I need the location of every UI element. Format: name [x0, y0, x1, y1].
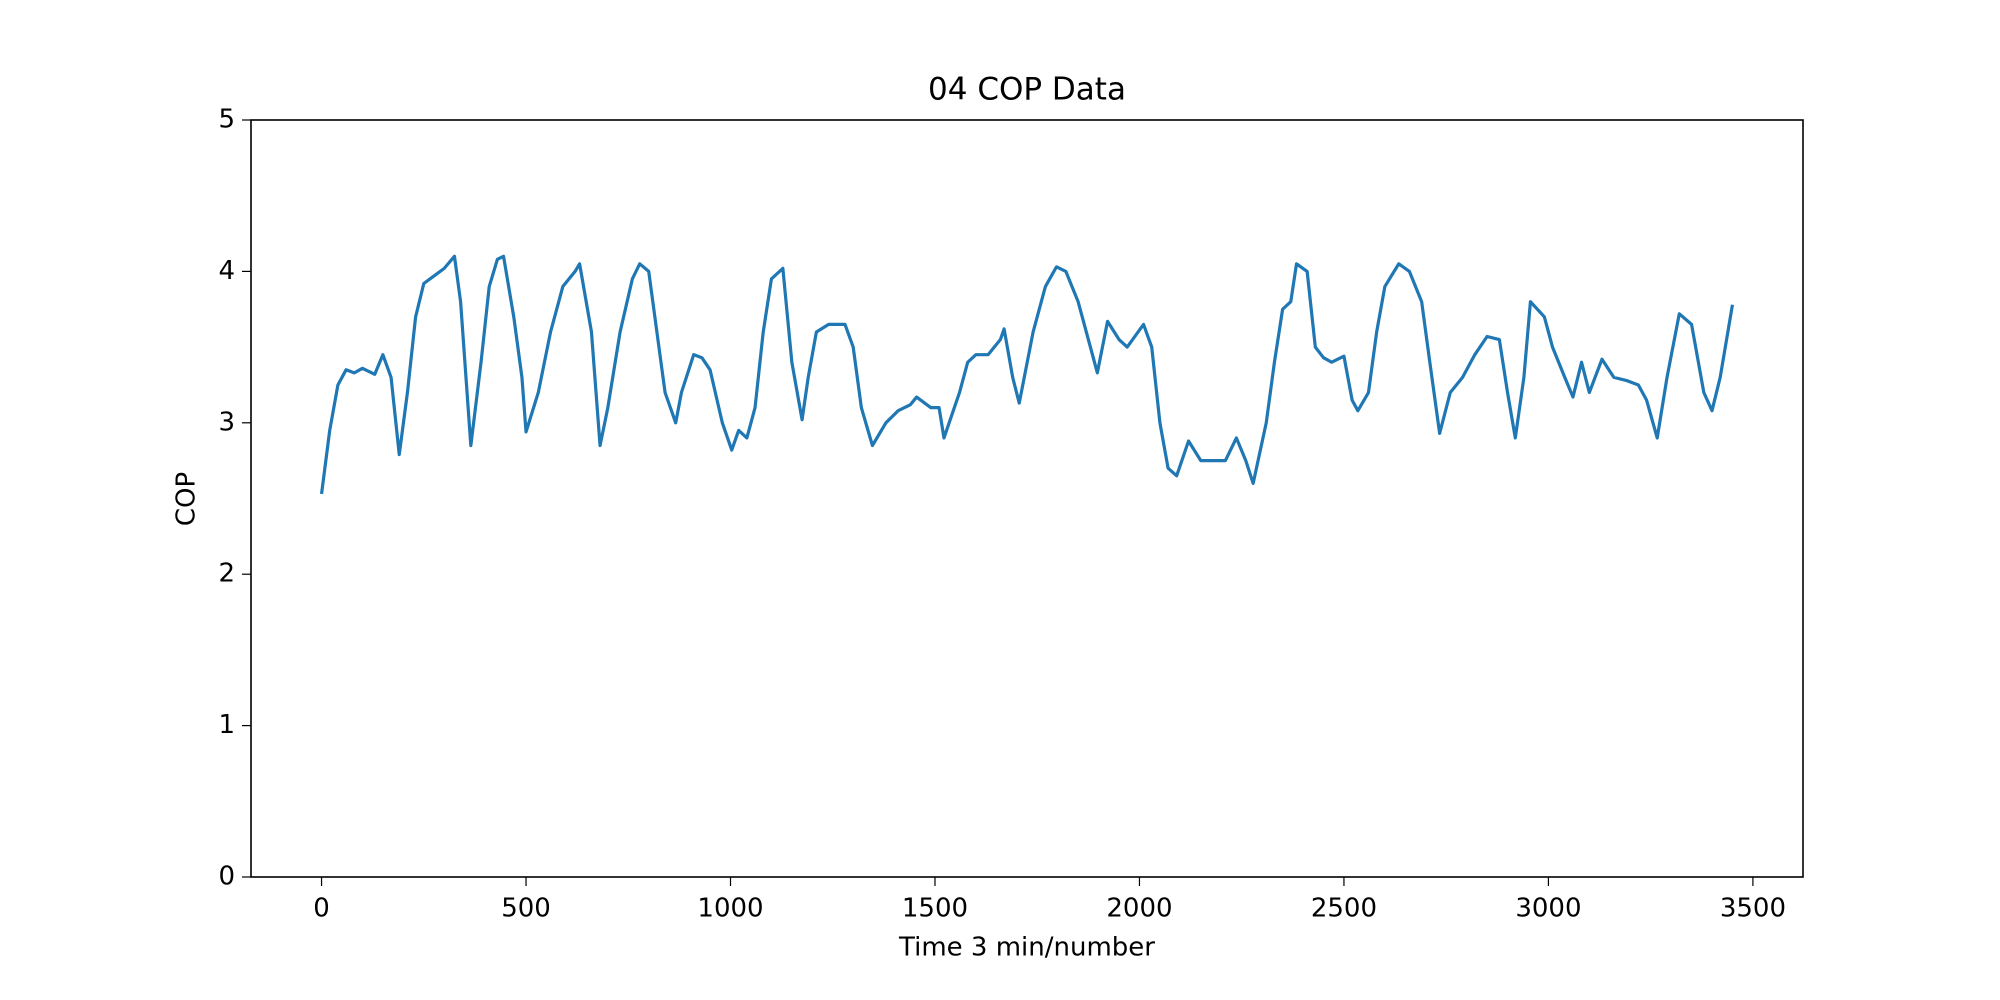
- x-tick-label: 1500: [902, 894, 968, 924]
- y-tick-label: 0: [218, 862, 235, 892]
- y-tick-label: 4: [218, 256, 235, 286]
- y-tick-label: 3: [218, 407, 235, 437]
- x-tick-label: 2500: [1311, 894, 1377, 924]
- x-axis-label: Time 3 min/number: [898, 933, 1155, 963]
- y-tick-label: 1: [218, 710, 235, 740]
- data-line: [319, 254, 1735, 495]
- plot-frame: [250, 119, 1804, 878]
- y-tick-label: 2: [218, 559, 235, 589]
- x-tick-label: 1000: [697, 894, 763, 924]
- x-tick-label: 0: [313, 894, 330, 924]
- y-axis-label: COP: [172, 472, 202, 526]
- x-tick-label: 2000: [1106, 894, 1172, 924]
- x-tick-label: 500: [501, 894, 551, 924]
- x-tick-label: 3000: [1515, 894, 1581, 924]
- x-tick-label: 3500: [1720, 894, 1786, 924]
- y-tick-label: 5: [218, 105, 235, 135]
- chart-title: 04 COP Data: [928, 72, 1126, 108]
